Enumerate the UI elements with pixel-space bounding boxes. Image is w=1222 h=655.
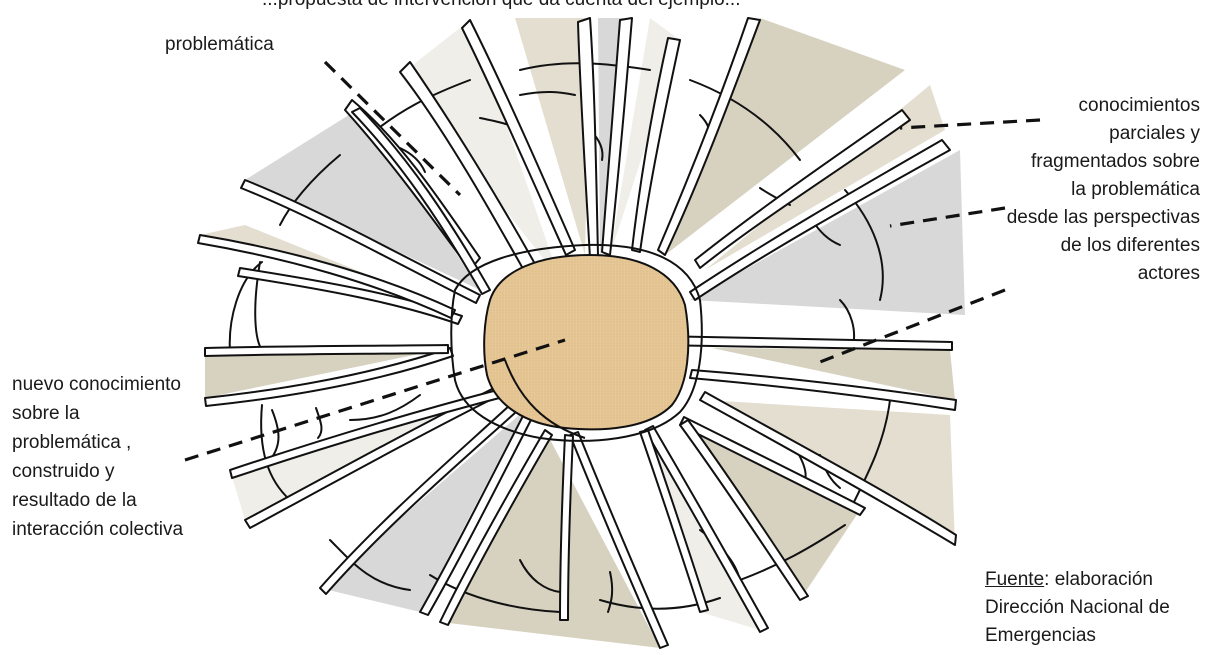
wedge-top-light: [400, 20, 560, 280]
source-first-line: Fuente: elaboración: [985, 566, 1170, 594]
new-knowledge-line-6: interacción colectiva: [12, 519, 184, 540]
core-outer-ring: [450, 243, 703, 442]
source-label: Fuente: [985, 569, 1045, 590]
top-fragment-text: ...propuesta de intervención que da cuen…: [262, 0, 741, 13]
leader-fragmented-low: [819, 288, 1006, 364]
fragmented-line-7: actores: [1137, 263, 1200, 284]
wedge-top-right-tan: [665, 18, 905, 255]
leader-fragmented-top: [899, 118, 1041, 130]
label-fragmented-knowledge: conocimientos parciales y fragmentados s…: [925, 92, 1200, 288]
new-knowledge-line-2: sobre la: [12, 403, 80, 424]
fragmented-line-5: desde las perspectivas: [1006, 207, 1200, 228]
wedge-top-beige: [515, 18, 590, 255]
leader-problematica: [323, 60, 462, 197]
fragmented-line-2: parciales y: [1109, 123, 1200, 144]
wedge-top-left-gray: [245, 108, 480, 290]
new-knowledge-line-5: resultado de la: [12, 490, 137, 511]
wedge-bottom-right-tan: [680, 425, 860, 600]
core-nucleus: [483, 253, 690, 431]
new-knowledge-line-4: construido y: [12, 461, 115, 482]
new-knowledge-line-1: nuevo conocimiento: [12, 374, 181, 395]
source-line-3: Emergencias: [985, 625, 1096, 646]
source-note: Fuente: elaboración Dirección Nacional d…: [985, 566, 1170, 650]
wedge-bottom-tan: [440, 430, 660, 648]
leader-fragmented-mid: [889, 206, 1006, 228]
fragmented-line-6: de los diferentes: [1060, 235, 1200, 256]
leader-lines: [184, 60, 1041, 462]
source-text: : elaboración: [1044, 569, 1153, 590]
wedge-right-gray: [690, 150, 965, 315]
wedge-right-tan: [712, 348, 955, 400]
fragmented-line-4: la problemática: [1071, 179, 1200, 200]
new-knowledge-line-3: problemática ,: [12, 432, 132, 453]
radiating-spikes: [197, 17, 957, 649]
fragmented-line-3: fragmentados sobre: [1031, 151, 1200, 172]
leader-new-knowledge: [184, 338, 566, 462]
core-inner-arc: [504, 359, 586, 439]
source-line-2: Dirección Nacional de: [985, 597, 1170, 618]
wedge-left-tan: [205, 348, 448, 398]
label-new-knowledge: nuevo conocimiento sobre la problemática…: [12, 370, 183, 544]
wedge-bottom-left-gray: [320, 410, 525, 612]
fragmented-line-1: conocimientos: [1078, 95, 1200, 116]
central-nucleus: [450, 243, 703, 442]
label-problematica: problemática: [165, 34, 274, 55]
